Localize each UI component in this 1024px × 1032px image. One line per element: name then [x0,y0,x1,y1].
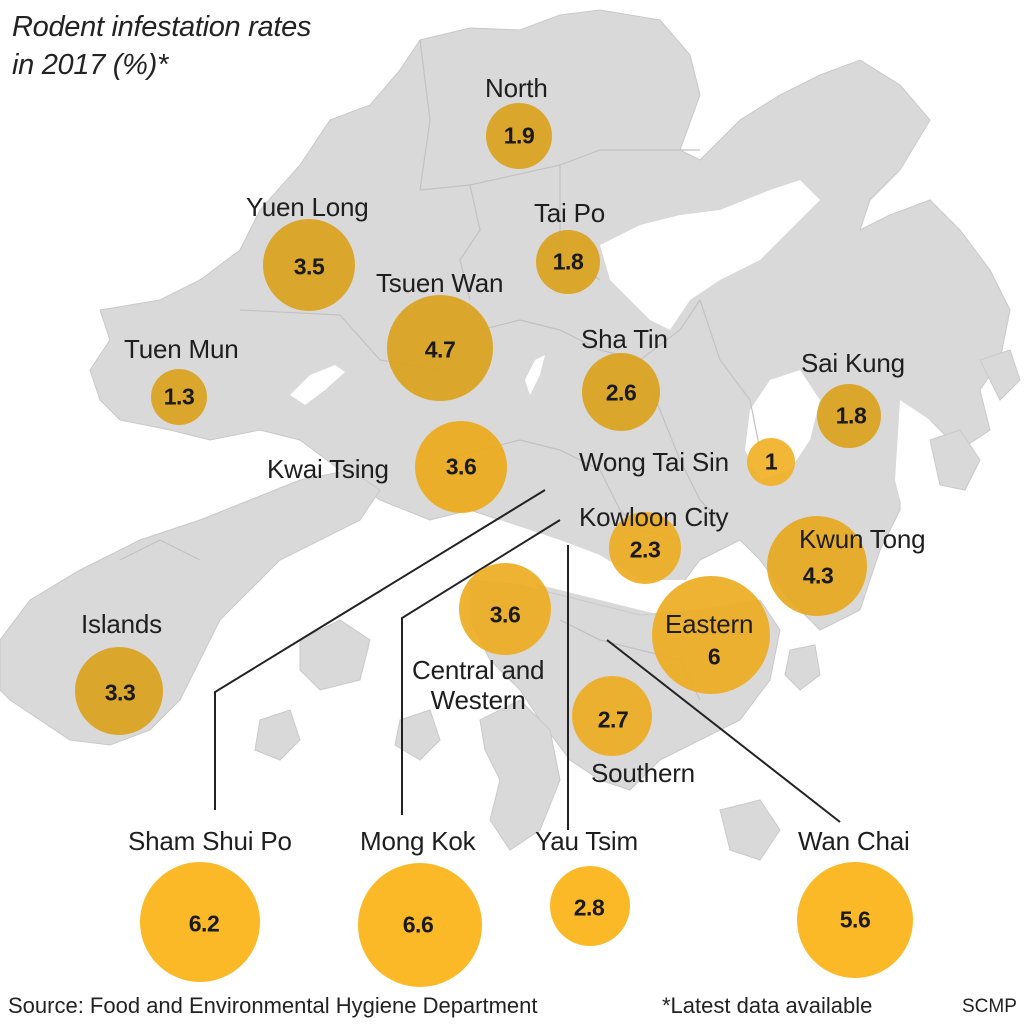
bubble-central-western[interactable] [459,563,551,655]
leader-line-sham-shui-po [214,489,546,810]
value-yau-tsim: 2.8 [573,894,605,921]
label-eastern: Eastern [665,609,754,639]
bubble-sha-tin[interactable] [582,353,660,431]
value-eastern: 6 [707,643,721,670]
bubble-kwai-tsing[interactable] [415,421,507,513]
bubble-tsuen-wan[interactable] [387,295,493,401]
value-sham-shui-po: 6.2 [188,910,220,937]
value-wong-tai-sin: 1 [764,448,778,475]
sai-kung-islands [929,429,981,491]
bubble-yau-tsim[interactable] [550,866,630,946]
small-island-1 [719,799,781,861]
label-kwun-tong: Kwun Tong [799,524,926,554]
value-mong-kok: 6.6 [402,911,434,938]
bubble-eastern[interactable] [652,576,770,694]
bubble-southern[interactable] [572,676,652,756]
value-kowloon-city: 2.3 [629,536,661,563]
label-sham-shui-po: Sham Shui Po [128,826,292,856]
title-line-2: in 2017 (%)* [12,49,168,81]
port-shelter-water [895,400,950,520]
label-kwai-tsing: Kwai Tsing [267,454,389,484]
value-sai-kung: 1.8 [835,402,867,429]
tung-lung-island [784,644,821,691]
label-central-western-line-1: Central and [412,655,545,685]
label-tsuen-wan: Tsuen Wan [376,268,504,298]
leader-line-mong-kok [401,519,561,815]
value-wan-chai: 5.6 [839,906,871,933]
label-yuen-long: Yuen Long [246,192,369,222]
bubble-tuen-mun[interactable] [151,369,207,425]
label-tai-po: Tai Po [534,198,606,228]
bubble-kowloon-city[interactable] [609,512,681,584]
value-yuen-long: 3.5 [293,253,325,280]
value-tsuen-wan: 4.7 [424,336,456,363]
label-central-western-line-2: Western [430,685,526,715]
value-kwun-tong: 4.3 [802,562,834,589]
footer-credit: SCMP [962,996,1017,1017]
label-southern: Southern [591,758,695,788]
label-sai-kung: Sai Kung [801,348,905,378]
label-mong-kok: Mong Kok [360,826,476,856]
footer-note: *Latest data available [662,993,873,1018]
value-central-western: 3.6 [489,601,521,628]
lamma-island-land [479,699,561,851]
bubble-wong-tai-sin[interactable] [747,438,795,486]
value-islands: 3.3 [104,679,136,706]
value-tuen-mun: 1.3 [163,383,195,410]
label-wong-tai-sin: Wong Tai Sin [579,447,729,477]
value-sha-tin: 2.6 [605,379,637,406]
leader-line-wan-chai [606,639,841,823]
label-tuen-mun: Tuen Mun [124,334,239,364]
title-line-1: Rodent infestation rates [12,11,312,43]
bubble-mong-kok[interactable] [358,863,482,987]
bubble-sham-shui-po[interactable] [140,862,260,982]
detached-bubbles [140,862,913,987]
value-southern: 2.7 [597,706,629,733]
value-north: 1.9 [503,122,535,149]
leader-lines [214,489,841,830]
label-central-western: Central and Western [412,655,544,715]
bubble-tai-po[interactable] [536,230,600,294]
bubble-kwun-tong[interactable] [767,516,867,616]
value-kwai-tsing: 3.6 [445,453,477,480]
bubble-sai-kung[interactable] [817,384,881,448]
footer-source: Source: Food and Environmental Hygiene D… [8,993,538,1018]
cheung-chau-land [254,709,301,761]
label-islands: Islands [81,609,162,639]
map-bubbles [75,103,881,756]
value-tai-po: 1.8 [552,248,584,275]
east-islands [979,349,1021,401]
bubble-yuen-long[interactable] [263,219,355,311]
label-north: North [485,73,548,103]
label-wan-chai: Wan Chai [798,826,910,856]
label-kowloon-city: Kowloon City [579,502,729,532]
bubble-wan-chai[interactable] [797,862,913,978]
tolo-harbour-water [600,180,820,330]
label-yau-tsim: Yau Tsim [535,826,638,856]
shing-mun-reservoir [525,355,545,395]
label-sha-tin: Sha Tin [581,324,668,354]
chart-title: Rodent infestation rates in 2017 (%)* [12,8,311,84]
lantau-island-land [0,469,381,746]
bubble-north[interactable] [486,103,552,169]
peng-chau-land [299,619,371,691]
small-island-2 [394,709,441,761]
bubble-islands[interactable] [75,647,163,735]
reservoir-water [290,365,345,405]
